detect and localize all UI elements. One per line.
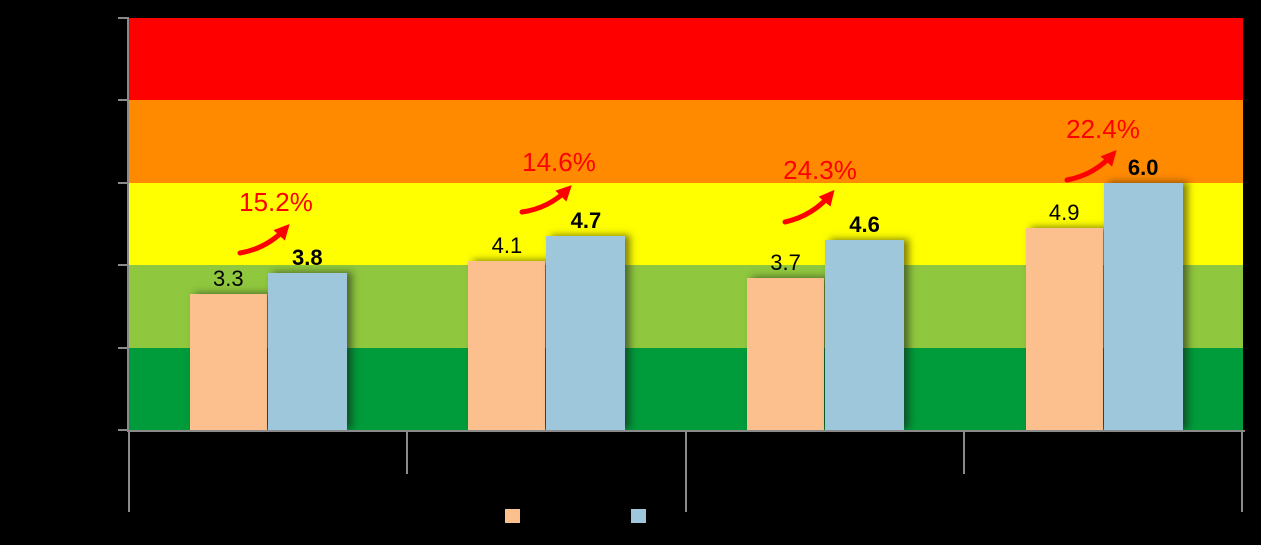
growth-percent-label-3: 24.3% (783, 155, 857, 185)
legend-swatch-series2 (631, 509, 646, 523)
y-axis-line (126, 18, 129, 430)
zone-band-0 (128, 18, 1243, 101)
y-axis-tick-4 (117, 99, 129, 102)
growth-arrow-icon-4 (1064, 149, 1117, 183)
bar-series2-cat1 (267, 273, 347, 430)
y-axis-tick-2 (117, 264, 129, 267)
bar-series2-cat4 (1103, 182, 1183, 430)
bar-value-label-s2-c1: 3.8 (292, 245, 323, 271)
growth-percent-label-1: 15.2% (239, 187, 313, 217)
x-axis-tick-3 (963, 430, 966, 474)
x-axis-tick-0 (127, 430, 130, 512)
bar-value-label-s2-c3: 4.6 (849, 212, 880, 238)
bar-value-label-s1-c4: 4.9 (1048, 200, 1080, 226)
legend-swatch-series1 (505, 509, 520, 523)
growth-arrow-icon-3 (782, 189, 835, 225)
bar-series2-cat2 (546, 236, 626, 430)
bar-series1-cat2 (468, 261, 546, 430)
growth-arrow-icon-2 (519, 185, 572, 215)
zone-band-1 (128, 100, 1243, 183)
bar-value-label-s1-c2: 4.1 (491, 233, 523, 259)
growth-percent-label-4: 22.4% (1066, 114, 1140, 144)
bar-value-label-s2-c4: 6.0 (1127, 154, 1159, 180)
y-axis-tick-3 (117, 181, 129, 184)
growth-arrow-icon-1 (237, 224, 290, 256)
growth-percent-label-2: 14.6% (522, 147, 596, 177)
y-axis-tick-0 (117, 429, 129, 431)
bar-series2-cat3 (825, 240, 905, 430)
bar-value-label-s1-c1: 3.3 (213, 266, 244, 292)
y-axis-tick-5 (117, 17, 129, 19)
bar-value-label-s1-c3: 3.7 (770, 249, 801, 275)
bar-series1-cat4 (1025, 228, 1103, 430)
y-axis-tick-1 (117, 346, 129, 349)
bar-value-label-s2-c2: 4.7 (570, 208, 602, 234)
x-axis-tick-4 (1241, 430, 1243, 512)
x-axis-tick-2 (684, 430, 687, 512)
bar-series1-cat1 (189, 294, 267, 430)
bar-series1-cat3 (747, 277, 825, 430)
x-axis-tick-1 (406, 430, 409, 474)
